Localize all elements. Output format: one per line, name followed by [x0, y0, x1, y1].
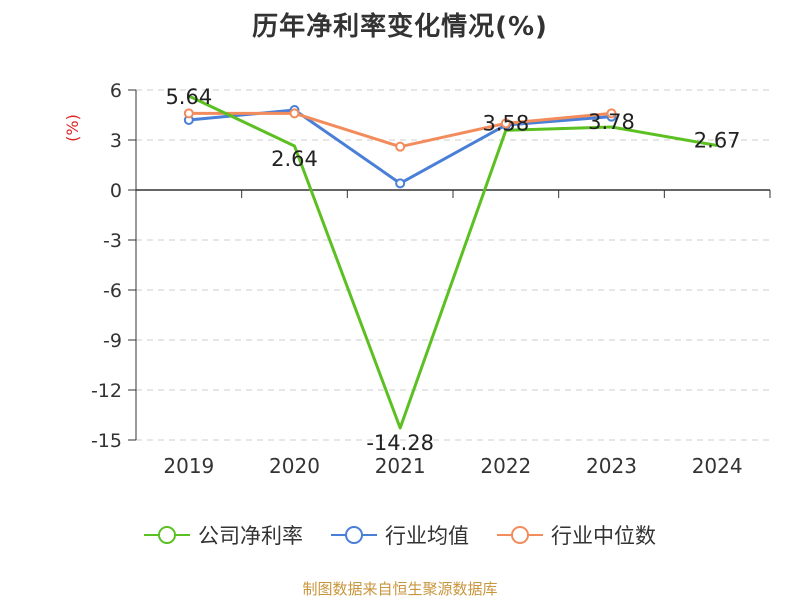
legend: 公司净利率 行业均值 行业中位数	[0, 520, 800, 550]
x-tick-label: 2020	[269, 454, 320, 478]
data-point	[183, 108, 194, 119]
y-tick-label: -9	[103, 330, 122, 352]
data-point	[289, 108, 300, 119]
y-tick-label: 0	[110, 180, 122, 202]
y-tick-label: -3	[103, 230, 122, 252]
data-point	[500, 118, 511, 129]
y-tick-label: -6	[103, 280, 122, 302]
data-label: 3.78	[588, 110, 635, 134]
data-point	[395, 178, 406, 189]
chart-title: 历年净利率变化情况(%)	[252, 12, 548, 42]
data-point	[606, 108, 617, 119]
legend-item-company[interactable]: 公司净利率	[144, 520, 303, 550]
legend-marker-avg	[331, 526, 377, 544]
legend-marker-company	[144, 526, 190, 544]
y-tick-label: -15	[91, 430, 122, 452]
y-tick-label: -12	[91, 380, 122, 402]
legend-item-avg[interactable]: 行业均值	[331, 520, 469, 550]
x-tick-label: 2021	[375, 454, 426, 478]
data-label: -14.28	[366, 431, 434, 455]
data-label: 3.58	[482, 111, 529, 135]
data-label: 5.64	[165, 85, 212, 109]
data-point	[395, 141, 406, 152]
legend-label-avg: 行业均值	[385, 524, 469, 548]
y-tick-label: 6	[110, 80, 122, 102]
data-label: 2.64	[271, 147, 318, 171]
y-tick-label: 3	[110, 130, 122, 152]
series-line-company	[188, 94, 718, 430]
x-tick-label: 2024	[692, 454, 743, 478]
source-note: 制图数据来自恒生聚源数据库	[302, 580, 498, 598]
y-axis-label: (%)	[63, 114, 82, 142]
legend-marker-median	[497, 526, 543, 544]
x-tick-label: 2023	[586, 454, 637, 478]
legend-label-company: 公司净利率	[198, 524, 303, 548]
legend-label-median: 行业中位数	[551, 524, 656, 548]
legend-item-median[interactable]: 行业中位数	[497, 520, 656, 550]
x-tick-label: 2019	[163, 454, 214, 478]
x-tick-label: 2022	[480, 454, 531, 478]
data-label: 2.67	[694, 129, 741, 153]
